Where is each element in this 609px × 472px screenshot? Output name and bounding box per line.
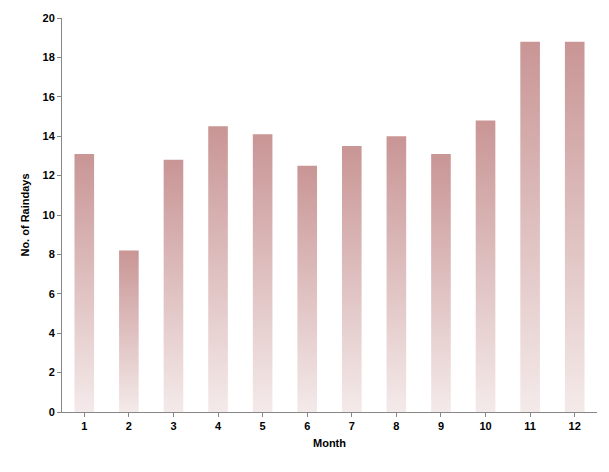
svg-text:8: 8: [393, 420, 399, 432]
svg-text:9: 9: [438, 420, 444, 432]
svg-text:3: 3: [170, 420, 176, 432]
svg-text:6: 6: [49, 288, 55, 300]
svg-text:2: 2: [126, 420, 132, 432]
svg-text:18: 18: [43, 51, 55, 63]
svg-text:0: 0: [49, 406, 55, 418]
svg-text:1: 1: [81, 420, 87, 432]
svg-text:14: 14: [43, 130, 56, 142]
svg-text:11: 11: [524, 420, 536, 432]
svg-text:4: 4: [215, 420, 222, 432]
svg-text:8: 8: [49, 248, 55, 260]
svg-text:12: 12: [43, 169, 55, 181]
svg-text:5: 5: [260, 420, 266, 432]
svg-text:10: 10: [43, 209, 55, 221]
svg-text:4: 4: [49, 327, 56, 339]
svg-text:6: 6: [304, 420, 310, 432]
svg-text:20: 20: [43, 12, 55, 24]
svg-text:7: 7: [349, 420, 355, 432]
svg-text:10: 10: [479, 420, 491, 432]
svg-text:No. of Raindays: No. of Raindays: [19, 173, 31, 256]
svg-text:12: 12: [569, 420, 581, 432]
svg-text:Month: Month: [313, 437, 346, 449]
svg-text:2: 2: [49, 366, 55, 378]
svg-text:16: 16: [43, 91, 55, 103]
